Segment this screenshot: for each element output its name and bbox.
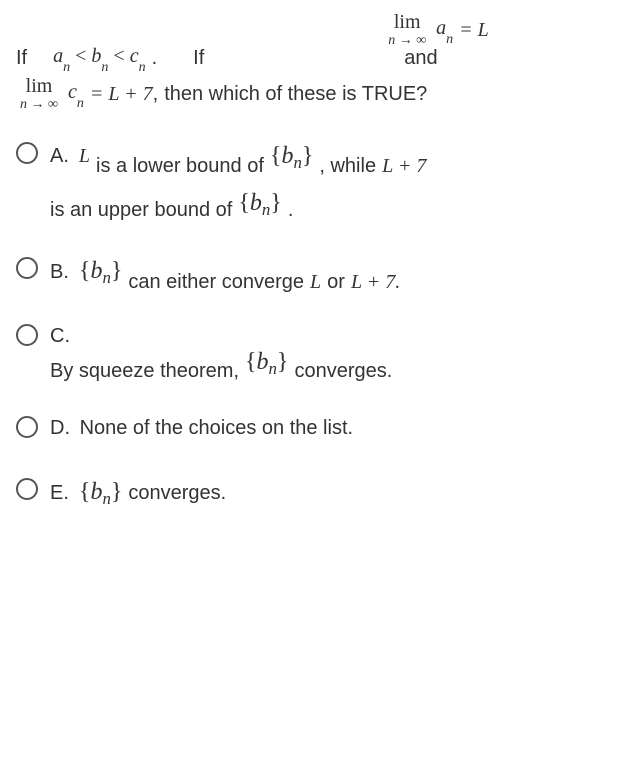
choice-b-body: B. {bn} can either converge L or L + 7.: [50, 255, 617, 289]
if-2: If: [193, 44, 204, 72]
choice-c-t1: By squeeze theorem,: [50, 357, 239, 385]
choice-a-L7: L + 7: [382, 152, 426, 180]
choice-a-seq2: {bn}: [238, 187, 281, 221]
radio-d[interactable]: [16, 416, 38, 438]
then-text: then which of these is TRUE?: [164, 80, 427, 108]
choice-e-seq: {bn}: [79, 476, 122, 510]
choice-b-seq: {bn}: [79, 255, 122, 289]
choice-b-L7: L + 7.: [351, 268, 400, 296]
eq-L7: = L + 7: [90, 80, 153, 108]
radio-b[interactable]: [16, 257, 38, 279]
choice-a-body: A. L is a lower bound of {bn} , while L …: [50, 140, 617, 221]
lim-cn-block: lim n → ∞: [20, 76, 58, 112]
choice-d-t1: None of the choices on the list.: [80, 417, 354, 439]
choice-a[interactable]: A. L is a lower bound of {bn} , while L …: [16, 140, 617, 221]
choice-a-t6: .: [288, 196, 294, 224]
choice-b-t1: can either converge: [128, 268, 304, 296]
choice-b-letter: B.: [50, 258, 69, 286]
choice-c-letter: C.: [50, 322, 70, 350]
lim-an-block: lim n → ∞: [388, 12, 426, 48]
choice-c[interactable]: C. By squeeze theorem, {bn} converges.: [16, 322, 617, 380]
choice-d-body: D. None of the choices on the list.: [50, 414, 617, 442]
and: and: [404, 44, 437, 72]
choice-b-L: L: [310, 268, 321, 296]
choice-a-t5: is an upper bound of: [50, 196, 232, 224]
lim-a: an: [436, 14, 453, 46]
choice-a-t2: is a lower bound of: [96, 152, 264, 180]
choice-e-t1: converges.: [128, 479, 226, 507]
radio-e[interactable]: [16, 478, 38, 500]
choice-e[interactable]: E. {bn} converges.: [16, 476, 617, 510]
choices-list: A. L is a lower bound of {bn} , while L …: [16, 140, 617, 510]
question-stem: lim n → ∞ an = L If an < bn < cn . If an…: [16, 12, 617, 112]
choice-a-t3: , while: [319, 152, 376, 180]
choice-b[interactable]: B. {bn} can either converge L or L + 7.: [16, 255, 617, 289]
choice-a-L: L: [79, 142, 90, 170]
comma: ,: [153, 80, 159, 108]
lim-c: cn: [68, 78, 84, 110]
choice-e-body: E. {bn} converges.: [50, 476, 617, 510]
lim-word: lim: [394, 11, 421, 33]
radio-c[interactable]: [16, 324, 38, 346]
choice-a-seq1: {bn}: [270, 140, 313, 174]
choice-d-letter: D.: [50, 417, 70, 439]
choice-a-letter: A.: [50, 142, 69, 170]
radio-a[interactable]: [16, 142, 38, 164]
choice-c-t2: converges.: [294, 357, 392, 385]
choice-c-body: C. By squeeze theorem, {bn} converges.: [50, 322, 617, 380]
ineq: an < bn < cn: [53, 42, 145, 74]
choice-b-t3: or: [327, 268, 345, 296]
choice-d[interactable]: D. None of the choices on the list.: [16, 414, 617, 442]
choice-c-seq: {bn}: [245, 346, 288, 380]
choice-e-letter: E.: [50, 479, 69, 507]
eq-L: = L: [459, 16, 489, 44]
period: .: [152, 44, 158, 72]
if-1: If: [16, 44, 27, 72]
